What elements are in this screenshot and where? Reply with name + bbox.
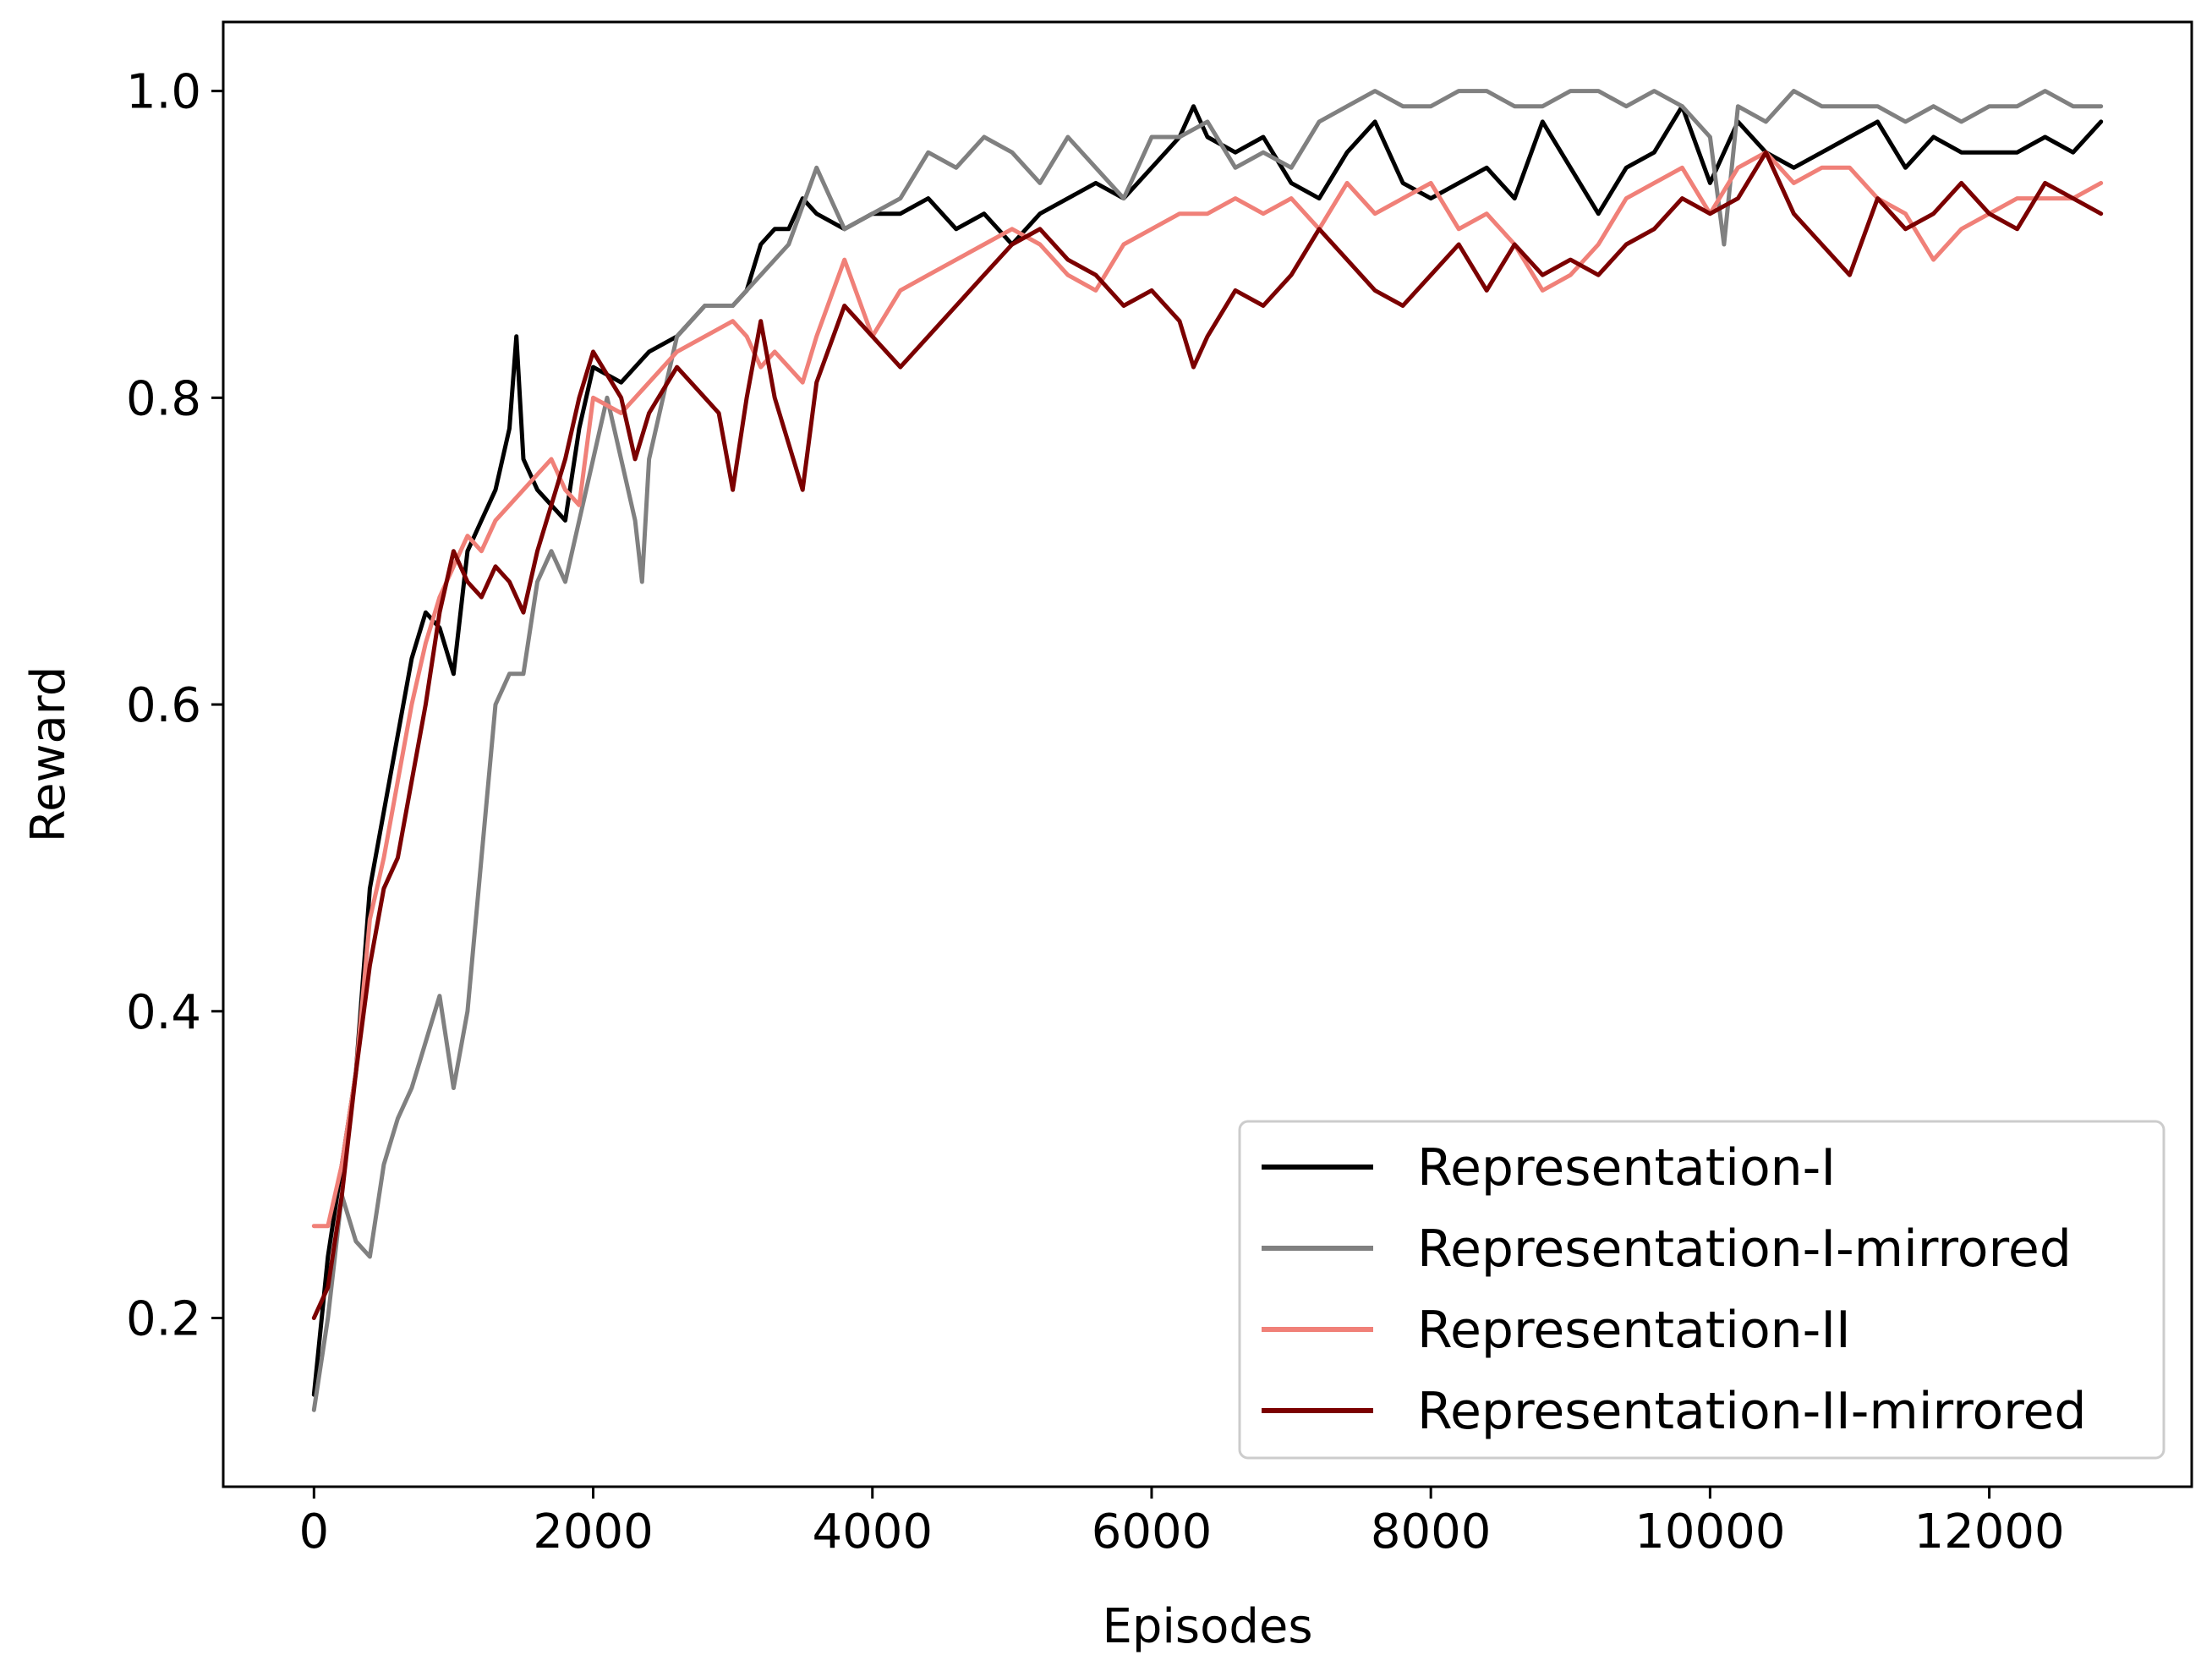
y-tick-label: 0.6 bbox=[126, 678, 201, 733]
x-tick-label: 10000 bbox=[1634, 1504, 1785, 1559]
x-tick-label: 8000 bbox=[1371, 1504, 1492, 1559]
y-tick-label: 0.2 bbox=[126, 1292, 201, 1347]
series-line-2 bbox=[311, 89, 2104, 1412]
y-axis-label: Reward bbox=[21, 666, 76, 843]
legend-label: Representation-I-mirrored bbox=[1417, 1219, 2072, 1279]
y-tick-label: 0.4 bbox=[126, 985, 201, 1040]
legend-label: Representation-II bbox=[1417, 1301, 1851, 1360]
legend-box bbox=[1238, 1120, 2165, 1460]
x-axis: 0 2000 4000 6000 8000 10000 12000 bbox=[298, 1487, 2065, 1559]
x-tick-label: 2000 bbox=[533, 1504, 654, 1559]
y-tick-label: 0.8 bbox=[126, 371, 201, 426]
y-tick-label: 1.0 bbox=[126, 65, 201, 120]
x-tick-label: 4000 bbox=[812, 1504, 933, 1559]
legend-label: Representation-I bbox=[1417, 1138, 1836, 1197]
x-tick-label: 0 bbox=[298, 1504, 329, 1559]
y-axis: 0.2 0.4 0.6 0.8 1.0 bbox=[126, 65, 223, 1347]
series-line-4 bbox=[311, 150, 2104, 1320]
x-tick-label: 6000 bbox=[1092, 1504, 1213, 1559]
legend-label: Representation-II-mirrored bbox=[1417, 1382, 2087, 1441]
legend: Representation-I Representation-I-mirrore… bbox=[1238, 1120, 2165, 1460]
x-tick-label: 12000 bbox=[1914, 1504, 2065, 1559]
plot-frame bbox=[222, 20, 2193, 1488]
series-layer bbox=[311, 89, 2104, 1412]
x-axis-label: Episodes bbox=[1102, 1599, 1312, 1654]
